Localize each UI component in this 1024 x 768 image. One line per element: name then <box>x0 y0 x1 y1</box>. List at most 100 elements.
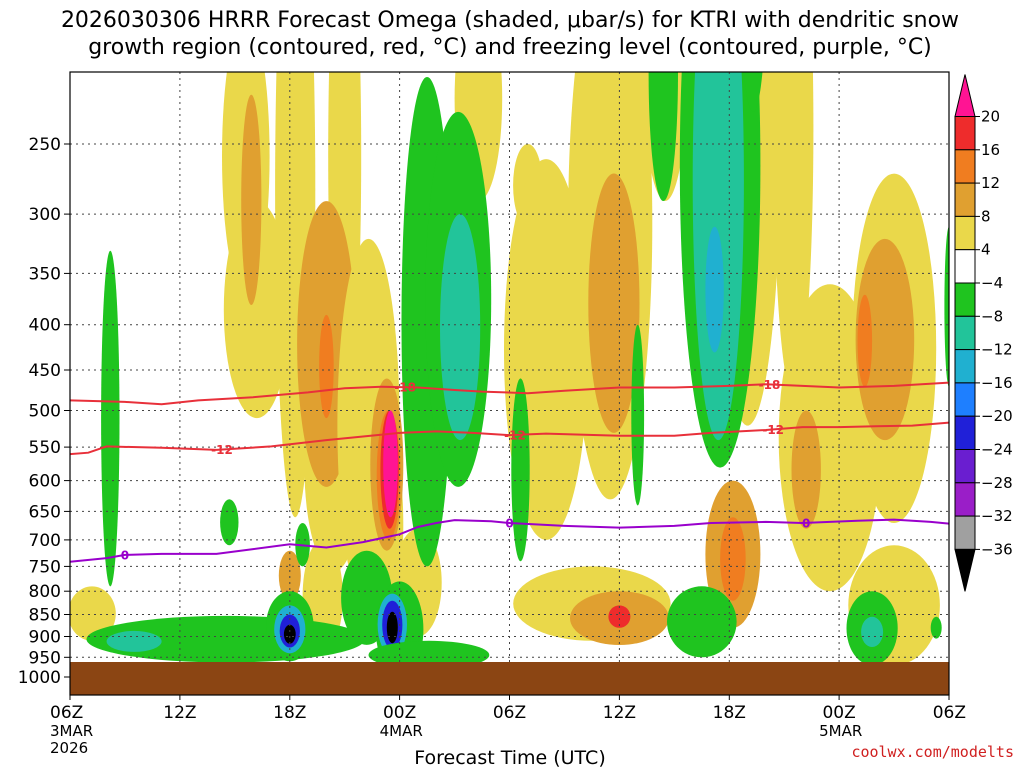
colorbar-label: 20 <box>981 108 1000 126</box>
x-tick-label: 12Z <box>603 703 636 723</box>
y-tick-label: 600 <box>29 472 61 492</box>
colorbar-swatch <box>954 116 976 151</box>
y-tick-label: 700 <box>29 531 61 551</box>
colorbar-label: 8 <box>981 207 991 225</box>
x-tick-label: 18Z <box>713 703 746 723</box>
y-tick-label: 300 <box>29 205 61 225</box>
colorbar-label: −36 <box>981 540 1013 558</box>
y-tick-label: 1000 <box>18 668 61 688</box>
colorbar-swatch <box>954 149 976 184</box>
y-tick-label: 750 <box>29 557 61 577</box>
colorbar-label: 16 <box>981 141 1000 159</box>
x-tick-label: 06Z <box>493 703 526 723</box>
y-tick-label: 900 <box>29 628 61 648</box>
chart-title-line-1: 2026030306 HRRR Forecast Omega (shaded, … <box>61 8 959 33</box>
contour-label: -18 <box>394 381 416 395</box>
x-axis-title: Forecast Time (UTC) <box>414 747 605 768</box>
y-tick-label: 550 <box>29 438 61 458</box>
colorbar-swatch <box>954 449 976 484</box>
y-tick-label: 250 <box>29 135 61 155</box>
omega-region <box>383 410 398 518</box>
temperature-contours: -18 -18 -12 -12 -12 0 0 0 <box>70 378 949 563</box>
colorbar-swatch <box>954 215 976 251</box>
omega-region <box>861 616 884 648</box>
contour-label: 0 <box>505 517 513 531</box>
colorbar-swatch <box>954 282 976 317</box>
omega-region <box>278 550 301 601</box>
y-tick-label: 500 <box>29 402 61 422</box>
y-axis: 2503003504004505005506006507007508008509… <box>18 135 70 688</box>
omega-region <box>386 611 398 644</box>
omega-region <box>70 586 116 641</box>
colorbar-label: −24 <box>981 441 1013 459</box>
omega-shading <box>70 72 949 677</box>
y-tick-label: 650 <box>29 502 61 522</box>
ground-below-surface <box>70 662 949 695</box>
omega-region <box>791 410 821 529</box>
colorbar-label: −16 <box>981 374 1013 392</box>
colorbar-swatch <box>954 382 976 417</box>
x-date-label: 5MAR <box>819 722 862 740</box>
omega-region <box>511 378 530 562</box>
omega-region <box>319 314 334 419</box>
x-tick-label: 18Z <box>273 703 306 723</box>
omega-region <box>608 605 631 628</box>
contour-line <box>70 518 949 563</box>
omega-region <box>440 214 481 441</box>
omega-region <box>631 324 645 506</box>
colorbar-swatch <box>954 482 976 517</box>
colorbar-swatch <box>954 315 976 351</box>
omega-region <box>106 630 162 652</box>
x-tick-label: 00Z <box>383 703 416 723</box>
x-year-label: 2026 <box>50 739 88 757</box>
colorbar-label: −4 <box>981 274 1003 292</box>
omega-region <box>223 201 290 419</box>
omega-region <box>857 294 873 387</box>
y-tick-label: 850 <box>29 606 61 626</box>
colorbar-label: 12 <box>981 174 1000 192</box>
y-tick-label: 450 <box>29 361 61 381</box>
colorbar-swatch <box>954 349 976 384</box>
omega-region <box>648 72 678 201</box>
contour-label: -12 <box>504 428 526 442</box>
y-tick-label: 950 <box>29 648 61 668</box>
colorbar-label: −20 <box>981 407 1013 425</box>
contour-label: 0 <box>802 516 810 530</box>
x-tick-label: 12Z <box>163 703 196 723</box>
contour-label: 0 <box>121 548 129 562</box>
omega-region <box>220 499 239 546</box>
colorbar-label: −32 <box>981 507 1013 525</box>
colorbar-top-triangle <box>954 74 976 117</box>
y-tick-label: 350 <box>29 264 61 284</box>
x-tick-label: 06Z <box>933 703 966 723</box>
omega-region <box>944 226 949 387</box>
omega-region <box>720 517 746 601</box>
omega-region <box>101 250 120 587</box>
contour-label: -18 <box>759 378 781 392</box>
colorbar-swatch <box>954 249 976 284</box>
contour-line <box>70 421 949 456</box>
x-tick-label: 06Z <box>50 703 83 723</box>
colorbar-swatch <box>954 415 976 451</box>
y-tick-label: 400 <box>29 316 61 336</box>
colorbar-swatch <box>954 515 976 550</box>
omega-region <box>743 72 763 112</box>
omega-region <box>241 94 262 306</box>
x-tick-label: 00Z <box>822 703 855 723</box>
x-date-label: 3MAR <box>50 722 93 740</box>
omega-region <box>588 173 640 433</box>
omega-region <box>667 586 737 658</box>
colorbar-label: −8 <box>981 307 1003 325</box>
contour-label: -12 <box>211 443 233 457</box>
omega-region <box>283 624 296 644</box>
credit-text: coolwx.com/modelts <box>851 743 1014 761</box>
contour-label: -12 <box>762 423 784 437</box>
colorbar-label: −12 <box>981 341 1013 359</box>
colorbar: 20 16 12 8 4 −4 −8 −12 −16 −20 −24 −28 −32 −36 <box>954 74 1013 592</box>
x-date-label: 4MAR <box>380 722 423 740</box>
colorbar-label: 4 <box>981 241 991 259</box>
colorbar-bottom-triangle <box>954 548 976 592</box>
y-tick-label: 800 <box>29 582 61 602</box>
